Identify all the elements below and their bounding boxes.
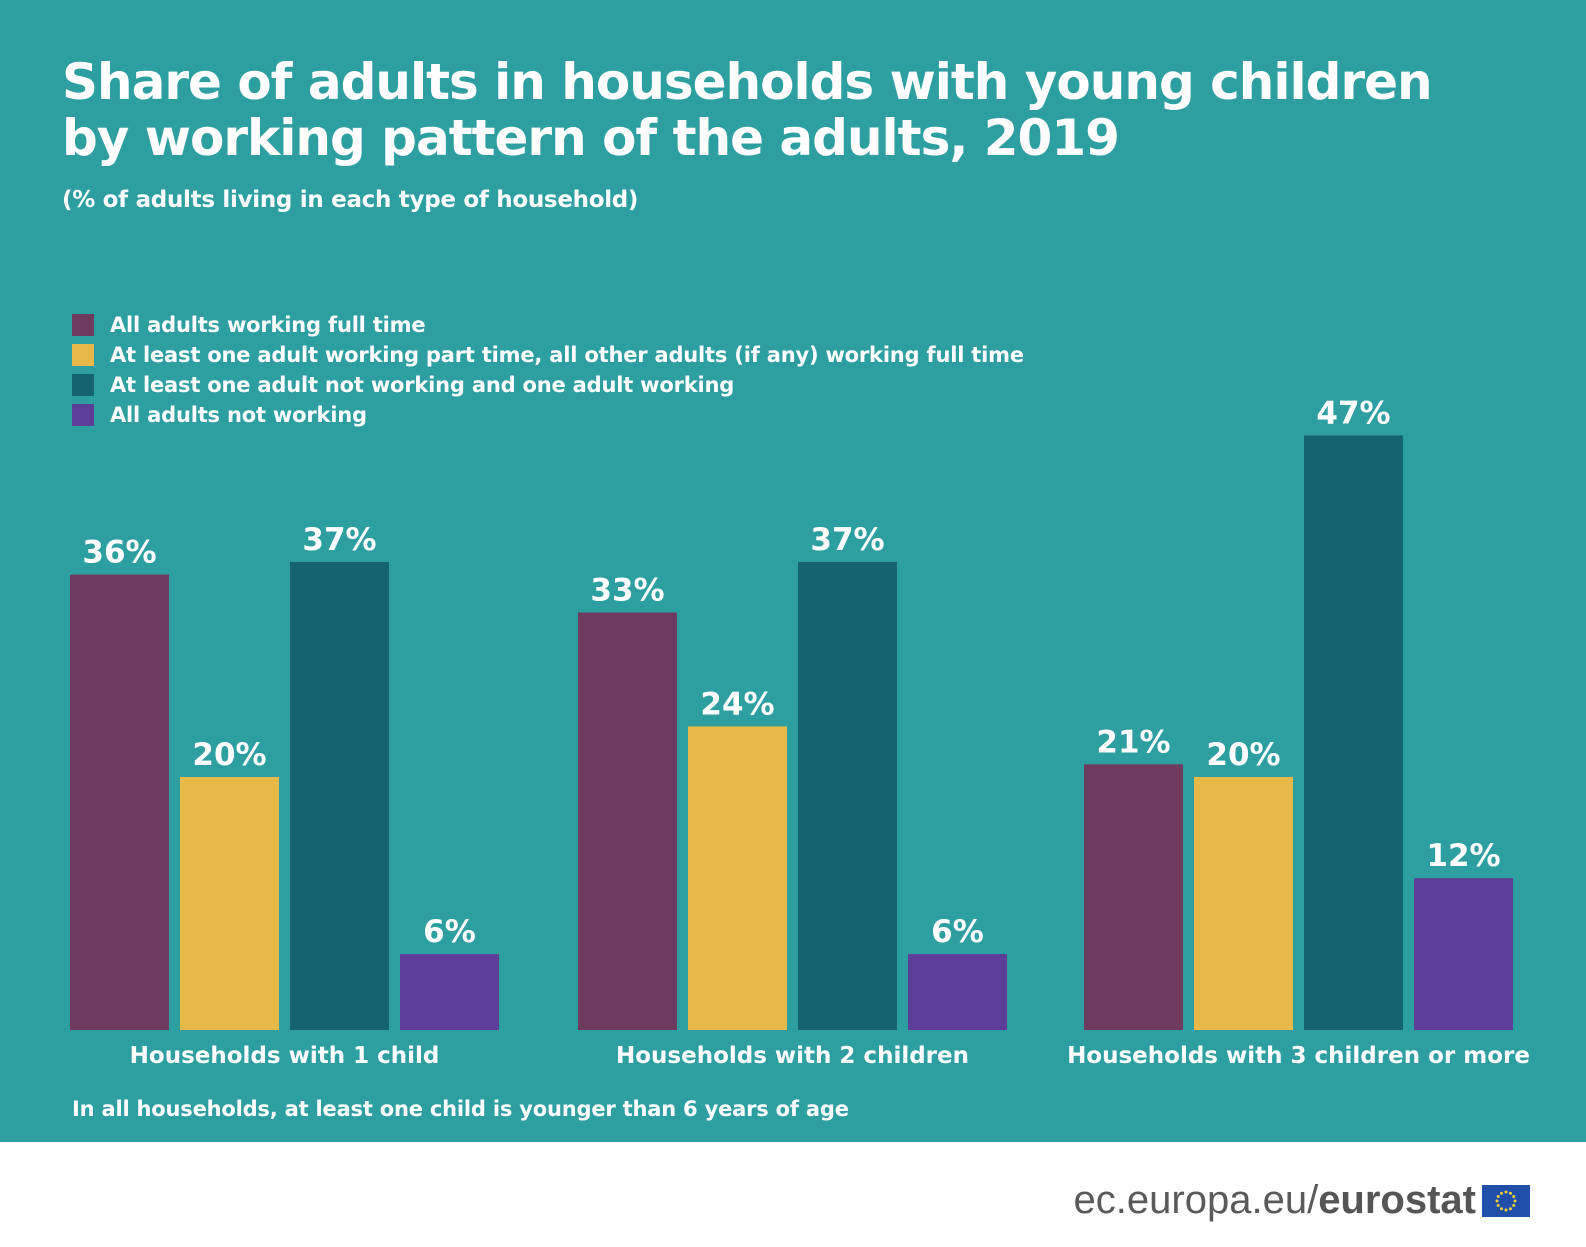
bar-full-time-group-1 <box>70 574 169 1030</box>
category-label-group-2: Households with 2 children <box>616 1043 969 1069</box>
legend-swatch-all-not-working <box>72 404 94 426</box>
flag-star <box>1500 1191 1503 1195</box>
data-label-full-time-group-1: 36% <box>82 535 156 571</box>
data-label-all-not-working-group-3: 12% <box>1426 838 1500 874</box>
bar-all-not-working-group-1 <box>400 954 499 1030</box>
data-label-part-time-group-3: 20% <box>1206 737 1280 773</box>
category-label-group-3: Households with 3 children or more <box>1067 1043 1530 1069</box>
data-label-one-not-working-group-1: 37% <box>302 522 376 558</box>
flag-star <box>1509 1206 1512 1210</box>
bar-full-time-group-3 <box>1084 764 1183 1030</box>
data-label-full-time-group-2: 33% <box>590 573 664 609</box>
legend-item-all-not-working: All adults not working <box>72 400 1024 430</box>
category-label-group-1: Households with 1 child <box>130 1043 440 1069</box>
legend-item-one-not-working: At least one adult not working and one a… <box>72 370 1024 400</box>
data-label-all-not-working-group-1: 6% <box>423 914 476 950</box>
legend-swatch-one-not-working <box>72 374 94 396</box>
flag-star <box>1512 1194 1516 1198</box>
bar-chart: 36% 20% 37% 6% Households with 1 child 33% 24%… <box>70 395 1530 1069</box>
flag-star <box>1512 1203 1516 1207</box>
legend-swatch-full-time <box>72 314 94 336</box>
chart-subtitle: (% of adults living in each type of hous… <box>62 187 639 213</box>
flag-star <box>1496 1203 1500 1207</box>
data-label-one-not-working-group-3: 47% <box>1316 395 1390 431</box>
bar-part-time-group-1 <box>180 777 279 1030</box>
bar-all-not-working-group-2 <box>908 954 1007 1030</box>
legend-label-all-not-working: All adults not working <box>110 403 367 427</box>
bar-one-not-working-group-3 <box>1304 435 1403 1030</box>
brand-domain: ec.europa.eu/ <box>1073 1178 1319 1222</box>
title-line-2: by working pattern of the adults, 2019 <box>62 109 1120 167</box>
legend-item-part-time: At least one adult working part time, al… <box>72 340 1024 370</box>
flag-star <box>1513 1199 1517 1202</box>
flag-star <box>1495 1199 1499 1202</box>
bar-part-time-group-3 <box>1194 777 1293 1030</box>
eurostat-brand: ec.europa.eu/ eurostat <box>1074 1178 1530 1223</box>
title-line-1: Share of adults in households with young… <box>62 53 1433 111</box>
flag-star <box>1504 1190 1508 1193</box>
bar-one-not-working-group-2 <box>798 561 897 1030</box>
data-label-full-time-group-3: 21% <box>1096 724 1170 760</box>
bar-one-not-working-group-1 <box>290 561 389 1030</box>
legend-label-part-time: At least one adult working part time, al… <box>110 343 1024 367</box>
data-label-part-time-group-2: 24% <box>700 686 774 722</box>
legend-label-one-not-working: At least one adult not working and one a… <box>110 373 735 397</box>
flag-star <box>1509 1191 1512 1195</box>
data-label-all-not-working-group-2: 6% <box>931 914 984 950</box>
chart-title: Share of adults in households with young… <box>62 54 1462 166</box>
legend: All adults working full time At least on… <box>72 310 1024 430</box>
bar-full-time-group-2 <box>578 612 677 1030</box>
brand-name: eurostat <box>1318 1178 1476 1222</box>
data-label-part-time-group-1: 20% <box>192 737 266 773</box>
footnote: In all households, at least one child is… <box>72 1097 849 1121</box>
flag-star <box>1504 1208 1508 1211</box>
flag-star <box>1500 1206 1503 1210</box>
legend-label-full-time: All adults working full time <box>110 313 426 337</box>
legend-item-full-time: All adults working full time <box>72 310 1024 340</box>
eu-flag-icon <box>1482 1184 1530 1217</box>
data-label-one-not-working-group-2: 37% <box>810 522 884 558</box>
chart-panel: Share of adults in households with young… <box>0 0 1586 1142</box>
bar-all-not-working-group-3 <box>1414 878 1513 1030</box>
legend-swatch-part-time <box>72 344 94 366</box>
flag-star <box>1496 1194 1500 1198</box>
bar-part-time-group-2 <box>688 726 787 1030</box>
